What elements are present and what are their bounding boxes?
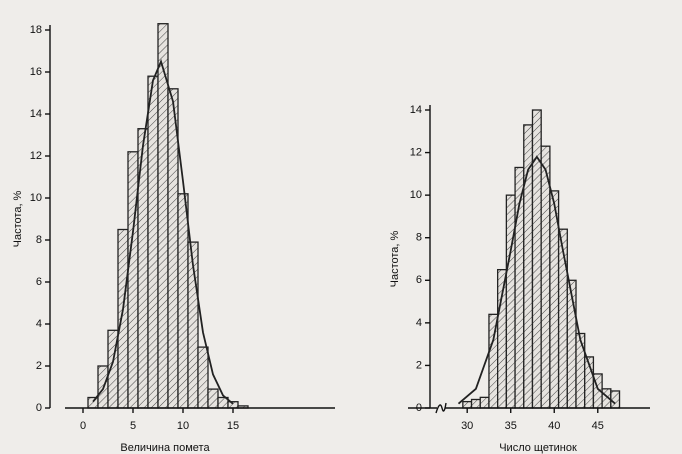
y-tick-label: 12 bbox=[30, 150, 42, 162]
x-tick-label: 45 bbox=[592, 420, 604, 432]
histogram-bar bbox=[610, 390, 621, 409]
x-tick-label: 40 bbox=[548, 420, 560, 432]
y-tick-label: 4 bbox=[36, 318, 42, 330]
histogram-bar bbox=[117, 228, 129, 409]
y-tick-label: 8 bbox=[416, 232, 422, 244]
y-axis-label: Частота, % bbox=[389, 230, 401, 287]
fitted-curve bbox=[457, 155, 616, 405]
histogram-bar bbox=[197, 346, 209, 409]
y-axis-label: Частота, % bbox=[12, 190, 24, 247]
x-tick-label: 0 bbox=[80, 420, 86, 432]
y-tick-label: 16 bbox=[30, 66, 42, 78]
x-tick-label: 10 bbox=[177, 420, 189, 432]
x-tick-label: 15 bbox=[227, 420, 239, 432]
y-tick-label: 18 bbox=[30, 24, 42, 36]
y-tick-label: 10 bbox=[410, 189, 422, 201]
axis-break bbox=[435, 402, 447, 414]
histogram-bar bbox=[462, 400, 473, 409]
histogram-bar bbox=[523, 124, 534, 409]
y-tick-label: 2 bbox=[36, 360, 42, 372]
histogram-bar bbox=[127, 151, 139, 409]
histogram-bar bbox=[207, 388, 219, 409]
y-tick-label: 0 bbox=[36, 402, 42, 414]
y-tick-label: 14 bbox=[30, 108, 42, 120]
y-tick-label: 6 bbox=[416, 274, 422, 286]
histogram-bar bbox=[505, 194, 516, 409]
x-axis-label: Величина помета bbox=[120, 442, 210, 454]
histogram-bar bbox=[497, 268, 508, 409]
histogram-bar bbox=[479, 396, 490, 409]
x-axis-label: Число щетинок bbox=[499, 442, 577, 454]
y-tick-label: 10 bbox=[30, 192, 42, 204]
y-tick-label: 8 bbox=[36, 234, 42, 246]
x-tick-label: 30 bbox=[461, 420, 473, 432]
fitted-curve bbox=[92, 58, 234, 405]
x-tick-label: 5 bbox=[130, 420, 136, 432]
histogram-bar bbox=[531, 109, 542, 409]
histogram-bar bbox=[557, 228, 568, 409]
histogram-bar bbox=[177, 193, 189, 409]
y-tick-label: 12 bbox=[410, 146, 422, 158]
y-tick-label: 0 bbox=[416, 402, 422, 414]
histogram-bar bbox=[470, 398, 481, 409]
histogram-bar bbox=[167, 88, 179, 409]
y-tick-label: 2 bbox=[416, 359, 422, 371]
x-tick-label: 35 bbox=[505, 420, 517, 432]
histogram-bar bbox=[147, 75, 159, 409]
histogram-bar bbox=[87, 396, 99, 409]
y-tick-label: 4 bbox=[416, 317, 422, 329]
histogram-bar bbox=[575, 332, 586, 409]
y-tick-label: 14 bbox=[410, 104, 422, 116]
histogram-bar bbox=[540, 145, 551, 409]
y-tick-label: 6 bbox=[36, 276, 42, 288]
